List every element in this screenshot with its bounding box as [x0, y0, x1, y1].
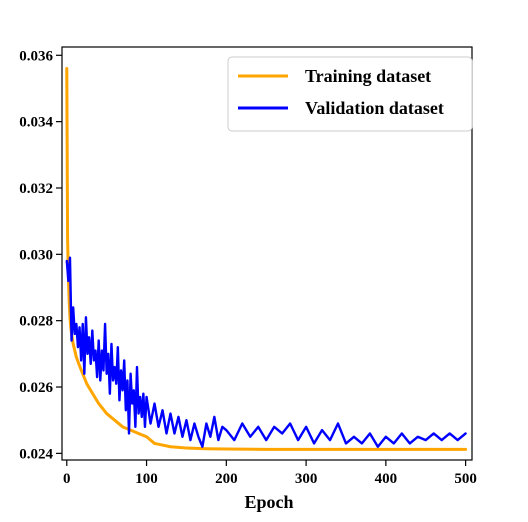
legend-box [227, 56, 473, 132]
x-tick-label: 0 [63, 471, 71, 487]
y-tick-label: 0.034 [19, 115, 53, 131]
y-tick-label: 0.032 [19, 181, 53, 197]
y-tick-label: 0.030 [19, 247, 53, 263]
axes-frame [61, 46, 473, 461]
legend-label-training: Training dataset [305, 66, 431, 86]
axes: 0 100 200 300 400 500 0.024 0.026 0.028 0.030 0.03… [19, 46, 477, 487]
y-tick-label: 0.028 [19, 314, 53, 330]
y-tick-label: 0.026 [19, 380, 53, 396]
legend: Training dataset Validation dataset [227, 56, 473, 132]
y-tick-label: 0.036 [19, 48, 53, 64]
x-tick-label: 300 [295, 471, 318, 487]
x-tick-label: 100 [135, 471, 158, 487]
series-line-validation [65, 256, 467, 448]
y-tick-label: 0.024 [19, 446, 53, 462]
plot-area [65, 67, 468, 451]
x-tick-label: 200 [215, 471, 238, 487]
x-axis-title: Epoch [244, 492, 293, 512]
x-tick-label: 400 [375, 471, 398, 487]
x-tick-label: 500 [454, 471, 477, 487]
legend-label-validation: Validation dataset [305, 98, 444, 118]
